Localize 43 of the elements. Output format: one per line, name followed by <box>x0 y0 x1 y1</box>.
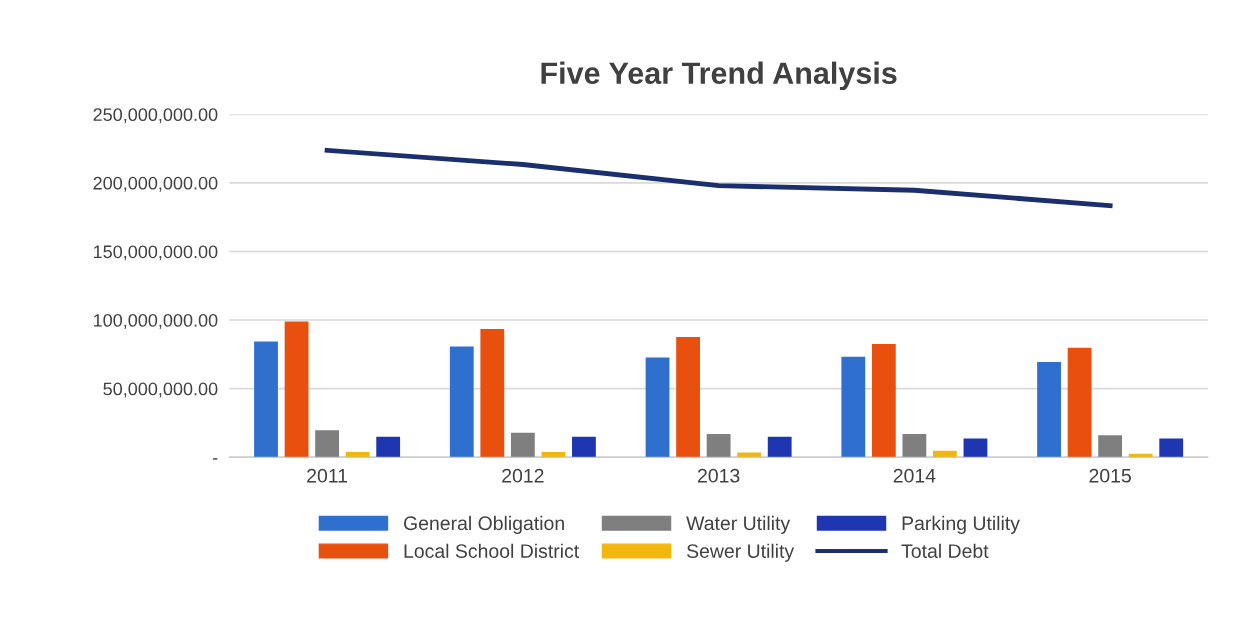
y-tick-label: 200,000,000.00 <box>93 176 218 192</box>
legend-label: Parking Utility <box>902 515 1020 534</box>
legend-label: Total Debt <box>901 543 989 558</box>
legend-label: Local School District <box>404 543 580 558</box>
x-tick-label: 2011 <box>307 468 348 483</box>
bar <box>572 436 596 458</box>
bar <box>706 434 731 458</box>
bar <box>1067 347 1092 458</box>
bar <box>541 451 566 458</box>
legend-label: Sewer Utility <box>686 543 795 562</box>
bar <box>1098 435 1123 458</box>
bar <box>767 436 792 458</box>
bar <box>1159 438 1184 458</box>
legend-label: Water Utility <box>686 515 791 534</box>
bar <box>933 450 957 458</box>
x-tick-label: 2014 <box>893 468 936 483</box>
y-tick-label: 50,000,000.00 <box>103 382 218 398</box>
y-tick-label: 250,000,000.00 <box>93 108 218 124</box>
bar <box>254 341 278 458</box>
chart-title: Five Year Trend Analysis <box>541 61 897 91</box>
bar <box>510 432 535 458</box>
y-tick-label: - <box>212 458 218 460</box>
bar <box>676 336 700 458</box>
line-series <box>324 147 1113 209</box>
bar <box>871 343 896 458</box>
bar <box>284 321 309 458</box>
bar <box>345 451 370 458</box>
bar <box>480 329 505 458</box>
legend-label: General Obligation <box>404 515 564 534</box>
x-tick-label: 2013 <box>697 468 740 483</box>
bar <box>449 346 474 458</box>
x-tick-label: 2012 <box>502 468 544 483</box>
bar <box>737 452 762 458</box>
y-tick-label: 100,000,000.00 <box>93 313 218 329</box>
y-tick-label: 150,000,000.00 <box>93 245 218 261</box>
bar <box>376 436 401 458</box>
bar <box>1037 362 1061 458</box>
bar <box>963 438 988 458</box>
x-tick-label: 2015 <box>1089 468 1131 483</box>
bar <box>841 356 866 458</box>
bar <box>315 430 340 458</box>
bar <box>902 434 927 458</box>
bar <box>645 357 670 458</box>
